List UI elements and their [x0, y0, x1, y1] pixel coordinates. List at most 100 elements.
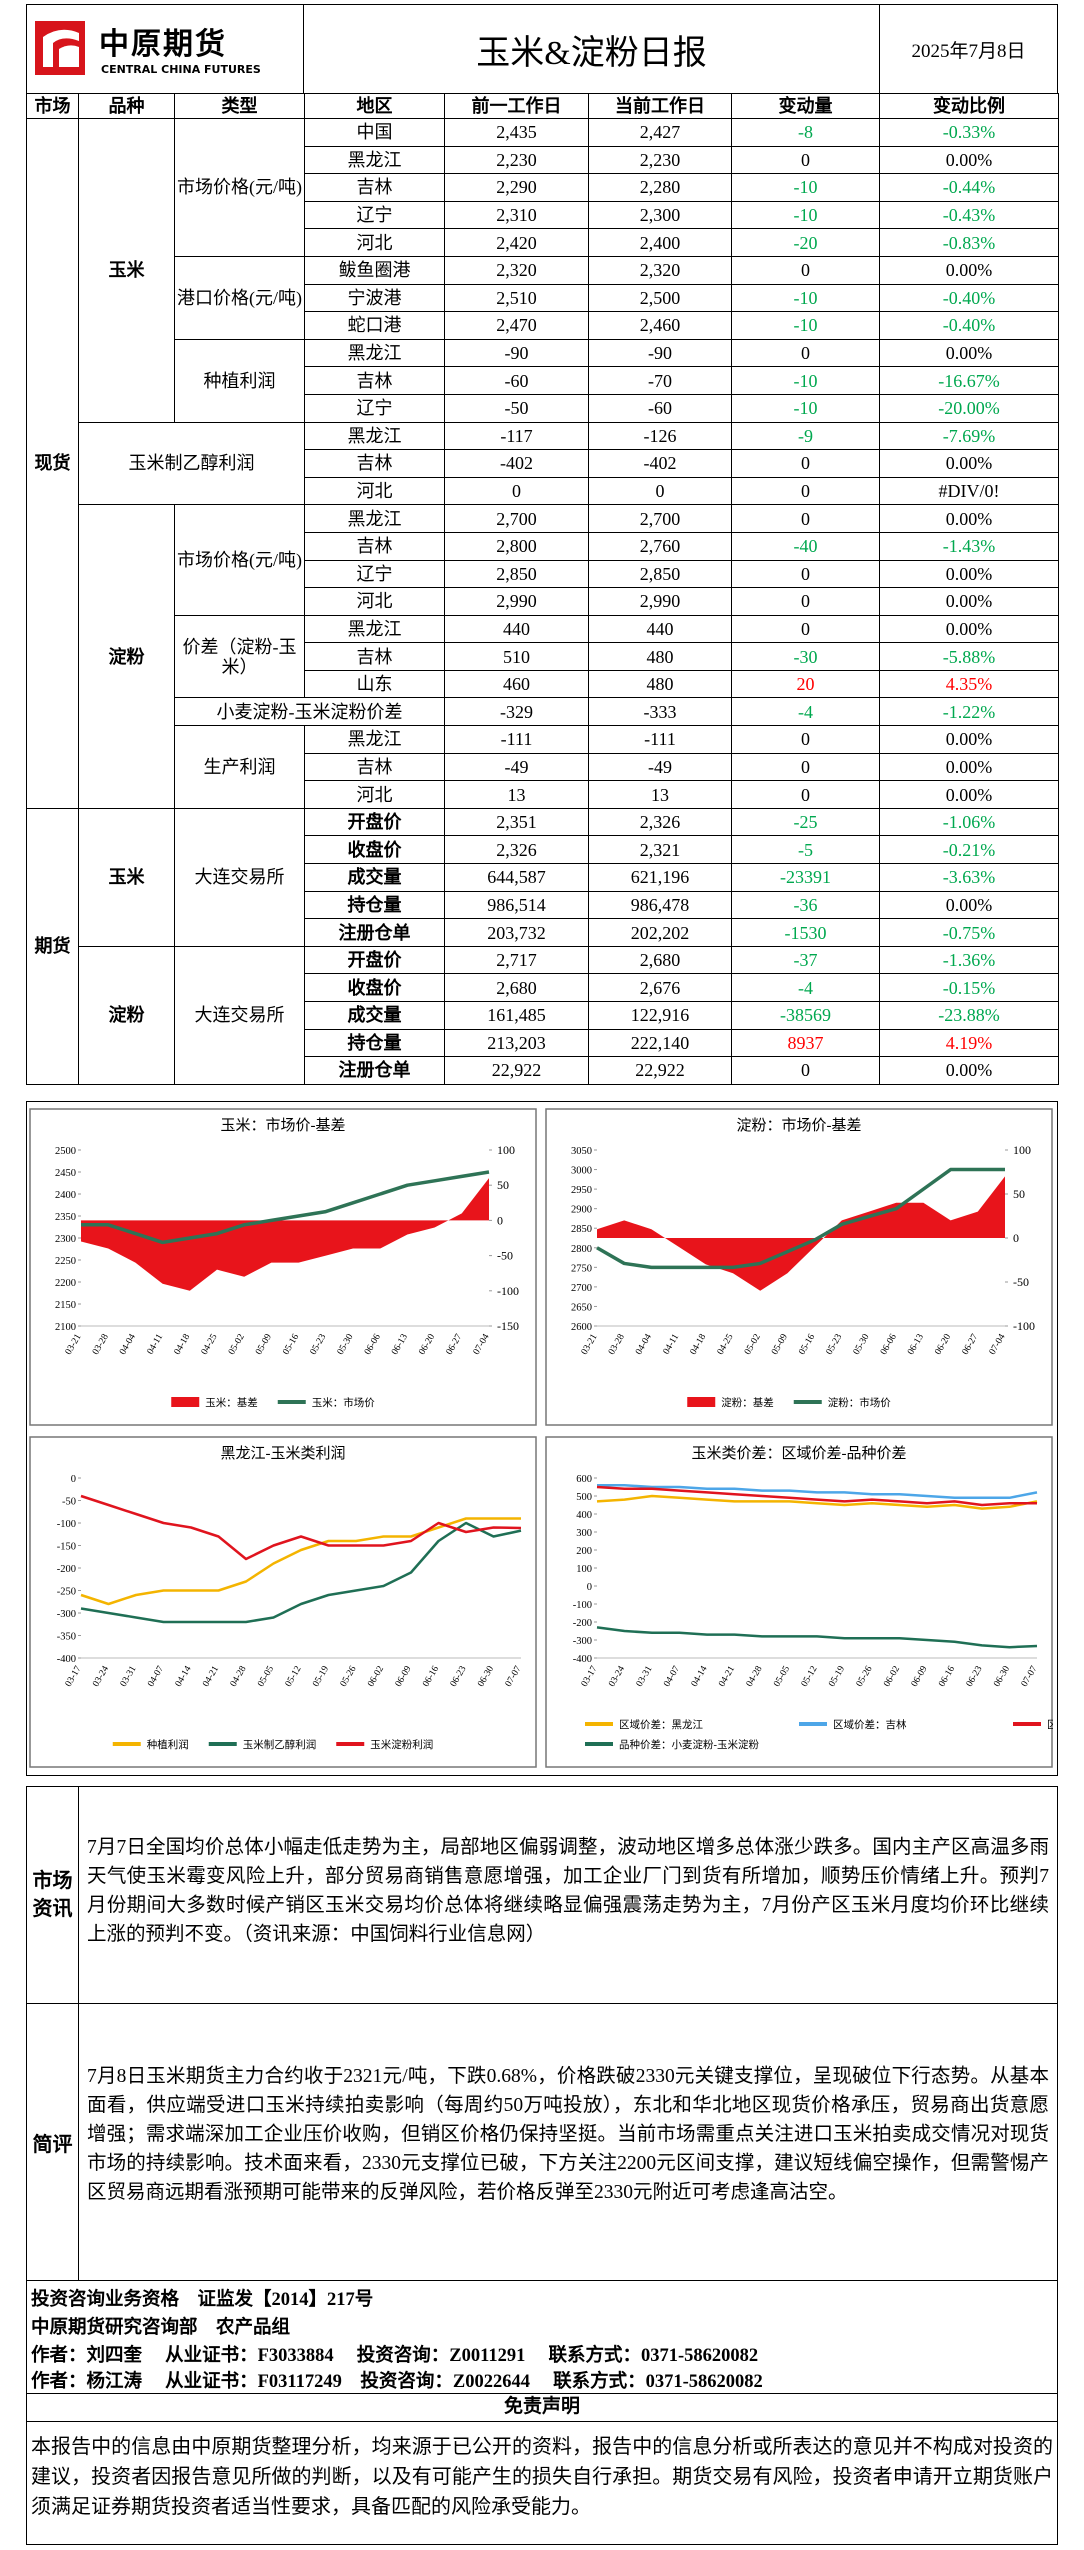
- report-title: 玉米&淀粉日报: [303, 4, 880, 94]
- value-cell: 2,321: [588, 835, 732, 865]
- value-cell: 986,514: [444, 890, 589, 920]
- footer-line: 作者：刘四奎 从业证书：F3033884 投资咨询：Z0011291 联系方式：…: [31, 2346, 759, 2366]
- table-row: 河北 2,420 2,400 -20 -0.83%: [27, 228, 1059, 257]
- value-cell: -60: [444, 366, 589, 395]
- header-row: 市场 品种 类型 地区 前一工作日 当前工作日 变动量 变动比例: [26, 93, 1059, 119]
- value-cell: -126: [588, 421, 732, 451]
- table-row: 港口价格(元/吨) 鲅鱼圈港 2,320 2,320 0 0.00%: [27, 255, 1059, 340]
- region-cell: 宁波港: [304, 283, 445, 313]
- value-cell: 2,760: [588, 531, 732, 561]
- table-row: 持仓量 213,203 222,140 8937 4.19%: [27, 1028, 1059, 1058]
- line-series: [596, 1626, 1038, 1649]
- chart: 玉米：市场价-基差 2100 2150 2200 2250 2300 2350 2400 245…: [29, 1108, 537, 1426]
- value-cell: -38569: [731, 1001, 880, 1030]
- value-cell: 22,922: [444, 1056, 589, 1085]
- value-cell: 0.00%: [879, 255, 1059, 285]
- type-cell: 小麦淀粉-玉米淀粉价差: [174, 697, 445, 727]
- legend-swatch: [171, 1397, 200, 1407]
- value-cell: -10: [731, 200, 880, 230]
- value-cell: -0.33%: [879, 118, 1059, 147]
- table-row: 注册仓单 22,922 22,922 0 0.00%: [27, 1056, 1059, 1085]
- logo-text: 中原期货: [99, 27, 227, 62]
- region-cell: 黑龙江: [304, 338, 445, 368]
- y-tick-label: -100: [573, 1600, 592, 1611]
- data-table: 市场 品种 类型 地区 前一工作日 当前工作日 变动量 变动比例 现货 玉米 市场价格(元/吨) 中…: [26, 93, 1059, 1085]
- variety-cell: 淀粉: [78, 945, 175, 1085]
- column-header: 地区: [304, 93, 445, 119]
- value-cell: -5: [731, 835, 880, 865]
- table-row: 成交量 161,485 122,916 -38569 -23.88%: [27, 1001, 1059, 1030]
- value-cell: 2,310: [444, 200, 589, 230]
- value-cell: -4: [731, 697, 880, 727]
- y-tick-label: 0: [71, 1474, 76, 1485]
- value-cell: 2,351: [444, 807, 589, 837]
- region-cell: 黑龙江: [304, 504, 445, 533]
- value-cell: 0: [731, 338, 880, 368]
- disclaimer-box: 本报告中的信息由中原期货整理分析，均来源于已公开的资料，报告中的信息分析或所表达…: [26, 2421, 1058, 2545]
- value-cell: 480: [588, 669, 732, 699]
- value-cell: 0: [731, 587, 880, 616]
- y2-tick-label: -50: [1013, 1275, 1029, 1289]
- region-cell: 成交量: [304, 1001, 445, 1030]
- table-row: 淀粉 市场价格(元/吨) 黑龙江 2,700 2,700 0 0.00%: [27, 504, 1059, 809]
- value-cell: -117: [444, 421, 589, 451]
- y2-tick-label: 50: [1013, 1187, 1025, 1201]
- chart-frame: [545, 1108, 1053, 1426]
- table-row: 价差（淀粉-玉米） 黑龙江 440 440 0 0.00%: [27, 614, 1059, 699]
- y-tick-label: -50: [62, 1497, 76, 1508]
- y-tick-label: 3050: [571, 1146, 592, 1157]
- value-cell: -10: [731, 366, 880, 395]
- value-cell: 0.00%: [879, 449, 1059, 478]
- y-tick-label: 2600: [571, 1322, 592, 1333]
- y-tick-label: -400: [57, 1654, 76, 1665]
- region-cell: 黑龙江: [304, 725, 445, 754]
- value-cell: 621,196: [588, 863, 732, 892]
- column-header: 品种: [78, 93, 175, 119]
- y-tick-label: 300: [576, 1528, 592, 1539]
- line-series: [596, 1485, 1037, 1507]
- line-series: [80, 1494, 522, 1561]
- value-cell: -70: [588, 366, 732, 395]
- value-cell: -20: [731, 228, 880, 257]
- table-row: 吉林 -49 -49 0 0.00%: [27, 752, 1059, 782]
- y2-tick-label: 0: [497, 1213, 503, 1227]
- y-tick-label: 2900: [571, 1205, 592, 1216]
- type-cell: 价差（淀粉-玉米）: [174, 614, 305, 699]
- value-cell: -5.88%: [879, 642, 1059, 671]
- comment-text: 7月8日玉米期货主力合约收于2321元/吨，下跌0.68%，价格跌破2330元关…: [87, 2066, 1049, 2203]
- table-row: 辽宁 2,850 2,850 0 0.00%: [27, 559, 1059, 589]
- y-tick-label: 2700: [571, 1283, 592, 1294]
- region-cell: 河北: [304, 476, 445, 506]
- value-cell: 2,676: [588, 973, 732, 1002]
- chart-title: 淀粉：市场价-基差: [737, 1117, 862, 1134]
- news-label-cell: 市场资讯: [27, 1787, 79, 2003]
- y-tick-label: 600: [576, 1474, 592, 1485]
- value-cell: 122,916: [588, 1001, 732, 1030]
- logo-cell: 中原期货 CENTRAL CHINA FUTURES: [26, 4, 304, 94]
- line-series: [80, 1517, 521, 1606]
- y-tick-label: 2400: [55, 1190, 76, 1201]
- value-cell: 0.00%: [879, 338, 1059, 368]
- y-tick-label: -150: [57, 1542, 76, 1553]
- region-cell: 吉林: [304, 449, 445, 478]
- value-cell: 2,290: [444, 173, 589, 202]
- table-row: 收盘价 2,326 2,321 -5 -0.21%: [27, 835, 1059, 865]
- news-text: 7月7日全国均价总体小幅走低走势为主，局部地区偏弱调整，波动地区增多总体涨少跌多…: [87, 1837, 1049, 1945]
- region-cell: 河北: [304, 228, 445, 257]
- logo-subtext: CENTRAL CHINA FUTURES: [101, 63, 261, 76]
- column-header: 市场: [26, 93, 79, 119]
- y-tick-label: 100: [576, 1564, 592, 1575]
- line-series: [80, 1521, 522, 1624]
- y-tick-label: 2950: [571, 1185, 592, 1196]
- value-cell: 202,202: [588, 918, 732, 947]
- y2-tick-label: 0: [1013, 1231, 1019, 1245]
- y2-tick-label: 100: [497, 1143, 515, 1157]
- y-tick-label: 3000: [571, 1166, 592, 1177]
- value-cell: 0: [731, 752, 880, 782]
- value-cell: 2,427: [588, 118, 732, 147]
- type-cell: 市场价格(元/吨): [174, 504, 305, 616]
- value-cell: 2,326: [588, 807, 732, 837]
- column-header: 前一工作日: [444, 93, 589, 119]
- value-cell: 0.00%: [879, 145, 1059, 175]
